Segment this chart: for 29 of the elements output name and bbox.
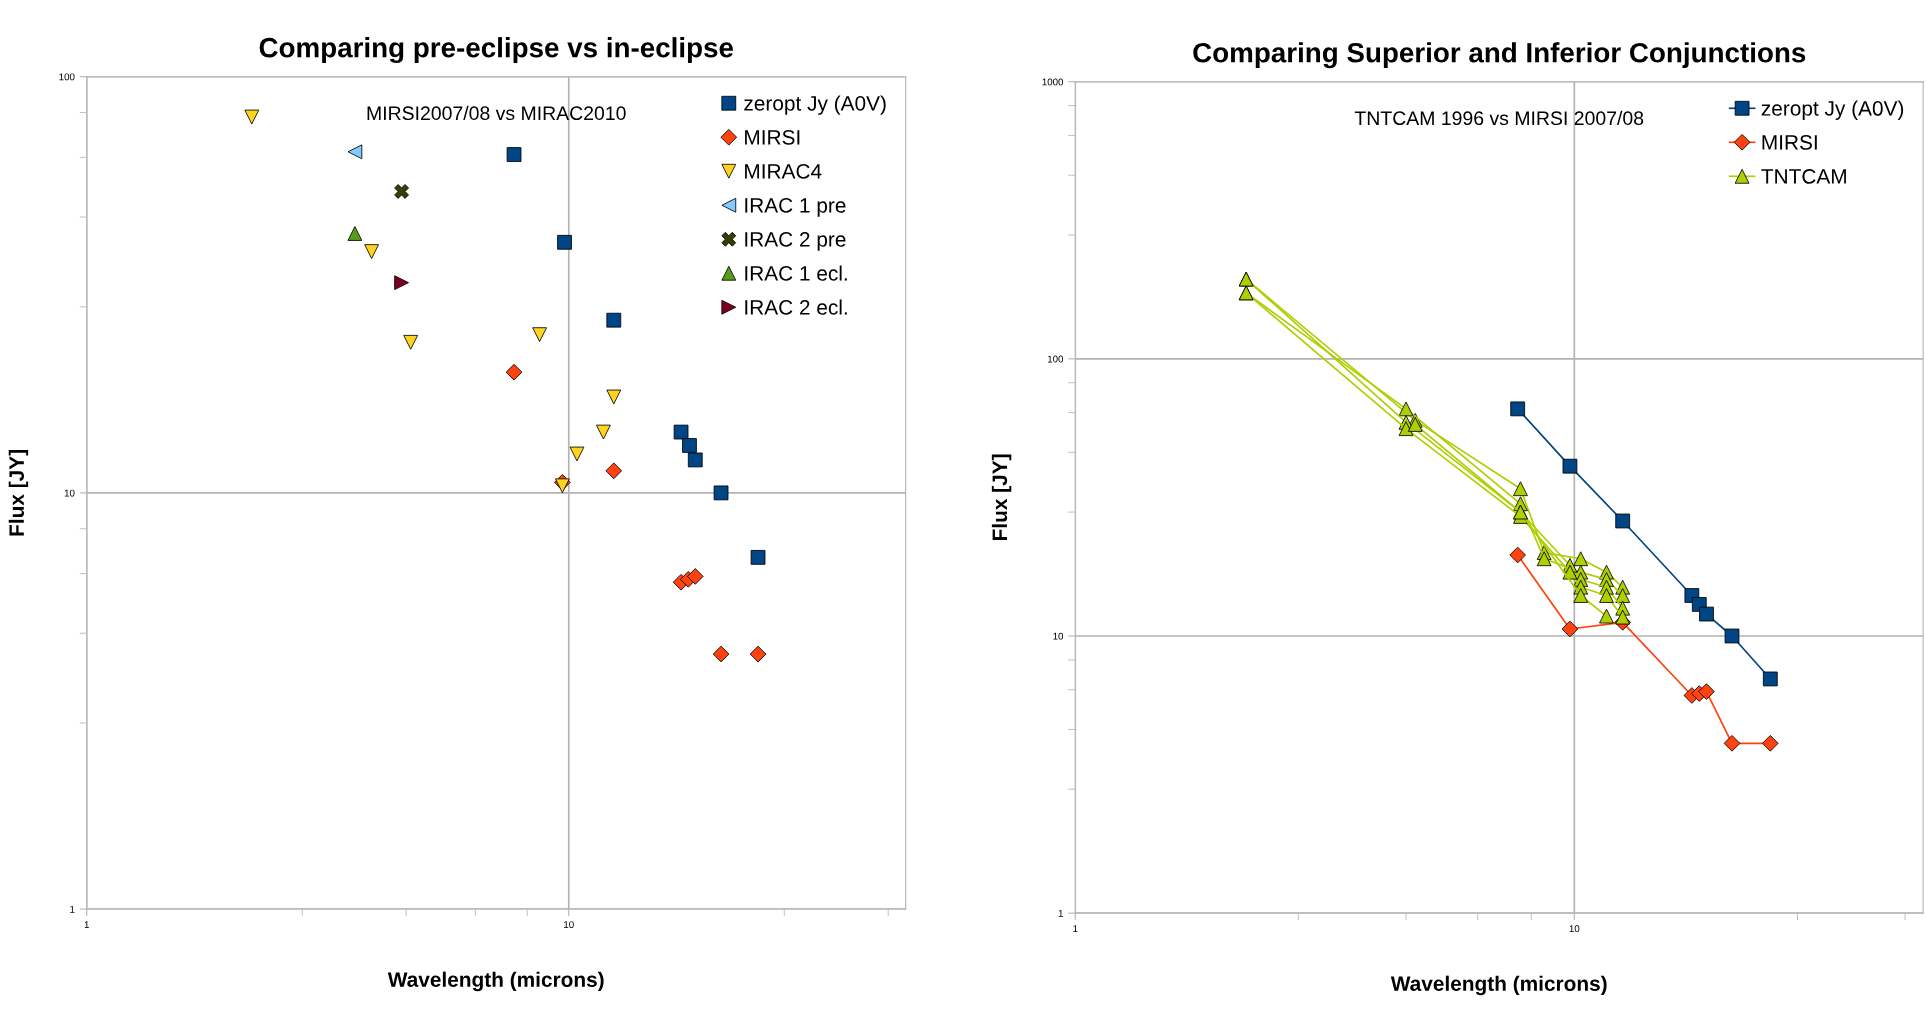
y-tick-label: 1000	[1042, 78, 1064, 86]
text: MIRSI2007/08 vs MIRAC2010	[367, 105, 626, 121]
chart-title: Comparing pre-eclipse vs in-eclipse	[259, 37, 733, 64]
legend-label: TNTCAM	[1761, 169, 1846, 184]
legend-label: IRAC 2 pre	[745, 232, 846, 251]
legend-label: zeropt Jy (A0V)	[744, 95, 886, 115]
legend-label: MIRSI	[1762, 135, 1817, 150]
y-axis-title: Flux [JY]	[991, 454, 1012, 541]
x-axis-title: Wavelength (microns)	[1390, 975, 1607, 996]
legend-label: MIRAC4	[745, 163, 822, 179]
legend-label: IRAC 1 ecl.	[745, 265, 847, 281]
x-tick-label: 1	[1073, 925, 1078, 932]
y-tick-label: 1	[1058, 909, 1063, 917]
text: TNTCAM 1996 vs MIRSI 2007/08	[1354, 110, 1644, 126]
y-tick-label: 10	[1053, 632, 1064, 640]
y-tick-label: 100	[59, 73, 75, 81]
x-tick-label: 1	[84, 921, 89, 928]
legend-label: IRAC 2 ecl.	[745, 299, 847, 315]
y-tick-label: 10	[64, 489, 75, 497]
legend-label: MIRSI	[745, 129, 800, 145]
x-tick-label: 10	[1569, 925, 1580, 933]
x-axis-title: Wavelength (microns)	[387, 971, 604, 992]
x-tick-label: 10	[564, 921, 574, 929]
y-tick-label: 1	[70, 905, 75, 913]
y-tick-label: 100	[1047, 355, 1064, 363]
legend-label: IRAC 1 pre	[745, 198, 846, 217]
chart-title: Comparing Superior and Inferior Conjunctions	[1193, 42, 1806, 69]
legend-label: zeropt Jy (A0V)	[1761, 100, 1904, 120]
y-axis-title: Flux [JY]	[8, 450, 29, 536]
